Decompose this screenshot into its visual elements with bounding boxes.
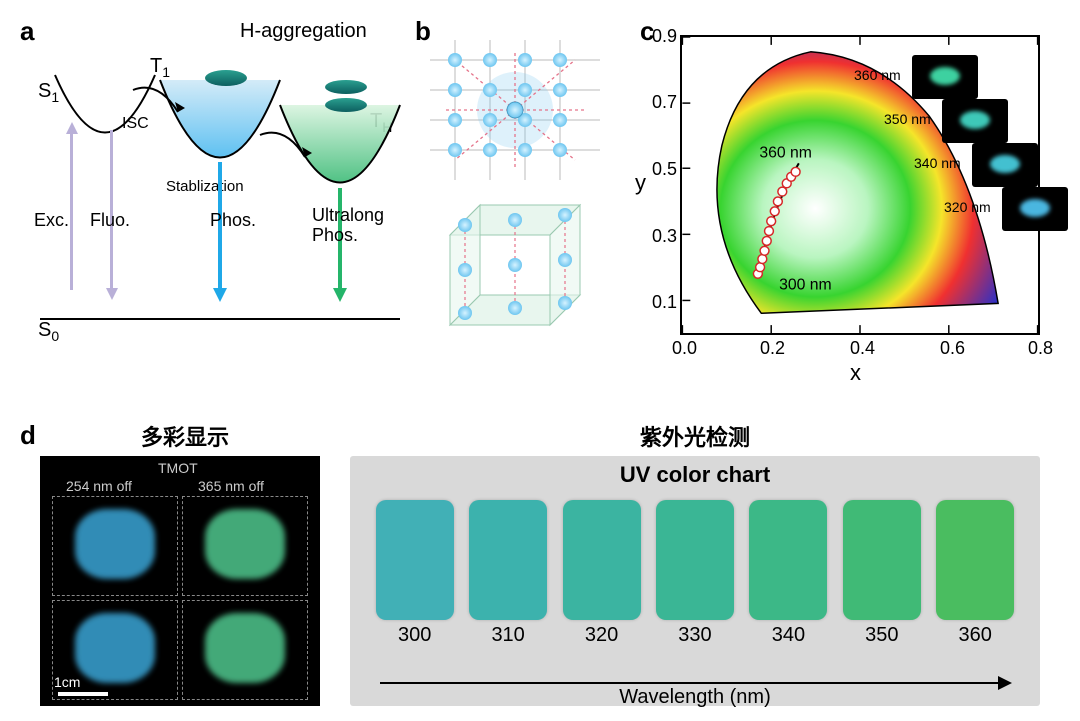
cie-data-point [791, 167, 800, 176]
xtick-3: 0.6 [940, 338, 965, 359]
cie-inset-photo [1002, 187, 1068, 231]
uv-swatch: 340 [749, 500, 827, 647]
panel-c-cie-chart: 300 nm 360 nm 360 nm 350 nm 340 nm 320 nm 0… [640, 30, 1060, 350]
tmot-photo-grid: TMOT 254 nm off 365 nm off 1cm [40, 456, 320, 706]
uv-swatch: 350 [843, 500, 921, 647]
uv-swatch: 320 [563, 500, 641, 647]
cie-data-point [756, 263, 765, 272]
cie-inset-photo [942, 99, 1008, 143]
panel-a-label: a [20, 16, 34, 47]
uv-swatch: 310 [469, 500, 547, 647]
xtick-1: 0.2 [760, 338, 785, 359]
xtick-2: 0.4 [850, 338, 875, 359]
scalebar-icon [58, 692, 108, 696]
panel-a-jablonski-diagram: H-aggregation S0 S1 T1 TH [40, 30, 400, 350]
lattice-2d-icon [430, 40, 600, 180]
d-right-title: 紫外光检测 [350, 420, 1040, 452]
uv-swatch-box [376, 500, 454, 620]
cie-data-point [770, 207, 779, 216]
s0-line [40, 318, 400, 320]
xtick-0: 0.0 [672, 338, 697, 359]
d-left-title: 多彩显示 [40, 420, 330, 452]
uv-swatch-box [936, 500, 1014, 620]
tmot-label: TMOT [158, 460, 198, 476]
fluo-label: Fluo. [90, 210, 130, 231]
uv-swatch-box [843, 500, 921, 620]
molecule-single-icon [205, 70, 247, 86]
ytick-4: 0.9 [652, 26, 677, 47]
figure: a b c d H-aggregation S0 S1 T1 TH [0, 0, 1080, 721]
panel-d-left-display: 多彩显示 TMOT 254 nm off 365 nm off 1cm [40, 420, 330, 700]
cie-inset-label: 340 nm [914, 155, 961, 171]
tmot-col1-label: 254 nm off [66, 478, 132, 494]
scalebar-label: 1cm [54, 674, 80, 690]
uv-swatch-label: 350 [843, 624, 921, 647]
uv-swatches-row: 300 310 320 330 340 350 360 [368, 500, 1022, 647]
isc-label: ISC [122, 115, 149, 133]
panel-d: 多彩显示 TMOT 254 nm off 365 nm off 1cm 紫外光检… [40, 420, 1040, 710]
stab-arrow-icon [255, 125, 315, 175]
molecule-agg2-icon [325, 98, 367, 112]
cie-data-point [778, 187, 787, 196]
uv-swatch: 330 [656, 500, 734, 647]
fluo-arrowhead-icon [106, 288, 118, 300]
uv-swatch-box [749, 500, 827, 620]
xtick-4: 0.8 [1028, 338, 1053, 359]
uv-swatch-box [469, 500, 547, 620]
cie-inset-label: 350 nm [884, 111, 931, 127]
cie-inset-label: 320 nm [944, 199, 991, 215]
ultralong1-label: Ultralong [312, 205, 384, 226]
ytick-3: 0.7 [652, 92, 677, 113]
wavelength-axis-label: Wavelength (nm) [350, 686, 1040, 709]
panel-d-label: d [20, 420, 36, 451]
cie-data-point [758, 255, 767, 264]
exc-label: Exc. [34, 210, 69, 231]
cie-ylabel: y [635, 170, 646, 196]
uv-swatch-label: 300 [376, 624, 454, 647]
ytick-1: 0.3 [652, 226, 677, 247]
uv-swatch-label: 340 [749, 624, 827, 647]
cie-inset-label: 360 nm [854, 67, 901, 83]
uv-swatch-box [563, 500, 641, 620]
cie-data-point [762, 236, 771, 245]
tmot-col2-label: 365 nm off [198, 478, 264, 494]
cie-highlabel: 360 nm [759, 144, 812, 161]
uv-swatch-label: 330 [656, 624, 734, 647]
cie-data-point [767, 217, 776, 226]
ultralong2-label: Phos. [312, 225, 358, 246]
uv-color-chart-card: UV color chart 300 310 320 330 340 350 360 Wav… [350, 456, 1040, 706]
uv-swatch-label: 360 [936, 624, 1014, 647]
uv-swatch: 360 [936, 500, 1014, 647]
uv-swatch-label: 310 [469, 624, 547, 647]
s0-label: S0 [38, 319, 59, 344]
stab-label: Stablization [166, 178, 244, 195]
molecule-agg1-icon [325, 80, 367, 94]
wavelength-axis-icon [380, 682, 1010, 684]
cie-plot-area: 300 nm 360 nm 360 nm 350 nm 340 nm 320 nm [680, 35, 1040, 335]
cie-data-point [765, 227, 774, 236]
cie-inset-photo [972, 143, 1038, 187]
phos-arrowhead-icon [213, 288, 227, 302]
ytick-0: 0.1 [652, 292, 677, 313]
exc-arrow [70, 130, 73, 290]
cie-xlabel: x [850, 360, 861, 386]
ultra-arrowhead-icon [333, 288, 347, 302]
uv-card-title: UV color chart [350, 456, 1040, 488]
phos-label: Phos. [210, 210, 256, 231]
cie-data-point [760, 246, 769, 255]
cie-lowlabel: 300 nm [779, 277, 832, 294]
cie-inset-photo [912, 55, 978, 99]
uv-swatch: 300 [376, 500, 454, 647]
uv-swatch-label: 320 [563, 624, 641, 647]
cie-data-point [773, 197, 782, 206]
lattice-3d-icon [430, 195, 600, 345]
uv-swatch-box [656, 500, 734, 620]
panel-b-lattice-diagram [420, 30, 620, 350]
ytick-2: 0.5 [652, 159, 677, 180]
exc-arrowhead-icon [66, 122, 78, 134]
panel-d-right-uv-chart: 紫外光检测 UV color chart 3003103203303403503… [350, 420, 1040, 700]
